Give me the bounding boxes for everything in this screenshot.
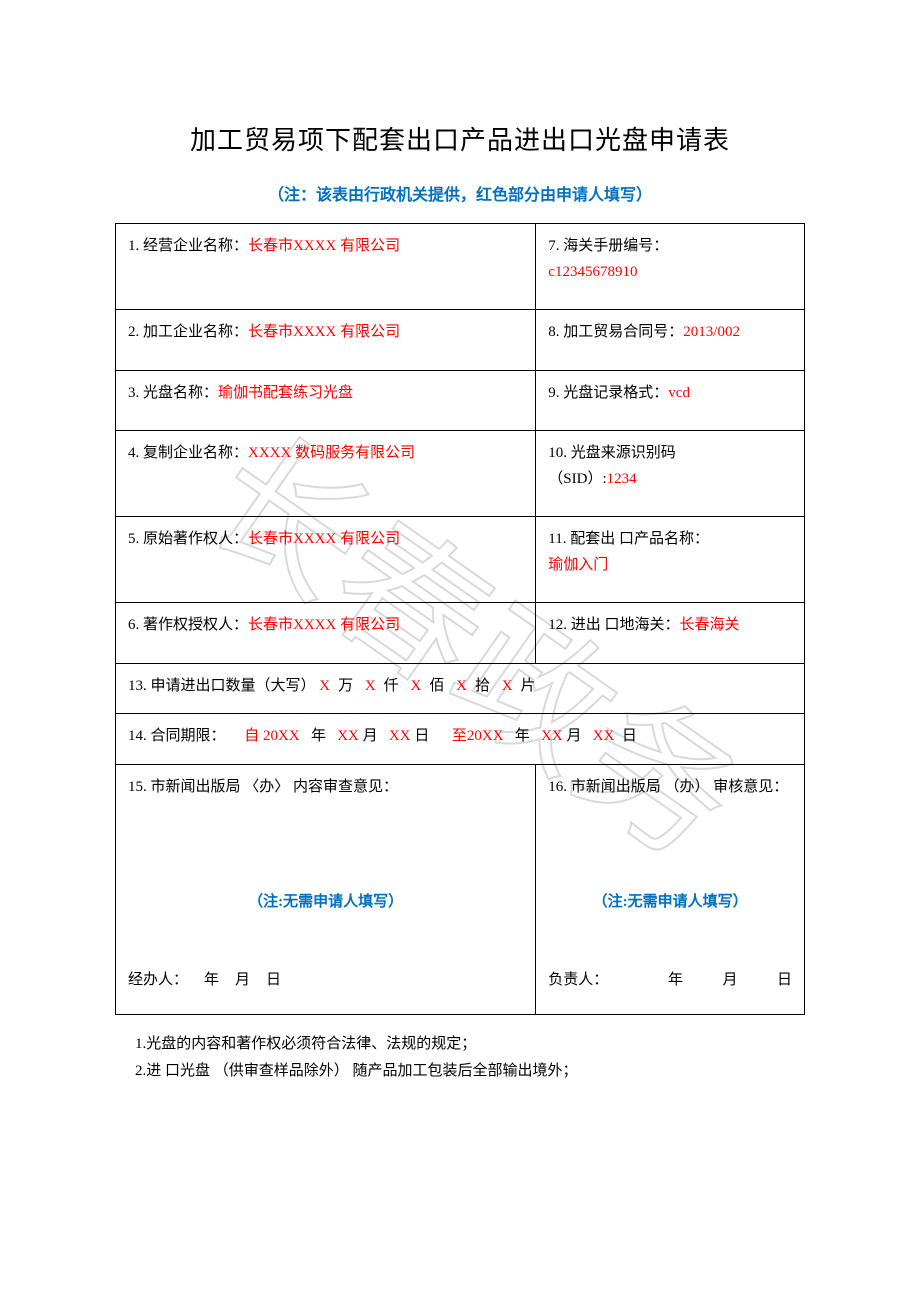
field-value: 长春市XXXX 有限公司 — [248, 238, 400, 254]
year-unit: 年 — [668, 968, 683, 994]
table-row: 1. 经营企业名称：长春市XXXX 有限公司 7. 海关手册编号： c12345… — [116, 224, 805, 310]
unit-pian: 片 — [521, 678, 536, 694]
signature-line: 经办人： 年 月 日 — [128, 968, 523, 994]
from-year: 20XX — [263, 728, 300, 744]
no-fill-note: （注:无需申请人填写） — [548, 890, 792, 916]
document-subtitle: （注：该表由行政机关提供，红色部分由申请人填写） — [115, 181, 805, 205]
cell-customs-port: 12. 进出 口地海关：长春海关 — [536, 603, 805, 664]
day-unit: 日 — [414, 728, 429, 744]
year-unit: 年 — [204, 968, 219, 994]
cell-content-review-opinion: 15. 市新闻出版局 〈办〉 内容审查意见： （注:无需申请人填写） 经办人： … — [116, 764, 536, 1014]
field-label: 11. 配套出 口产品名称： — [548, 531, 709, 547]
field-value: c12345678910 — [548, 264, 637, 280]
field-label-sid: （SID）: — [548, 471, 606, 487]
table-row: 13. 申请进出口数量（大写） X万 X仟 X佰 X拾 X片 — [116, 663, 805, 714]
cell-business-name: 1. 经营企业名称：长春市XXXX 有限公司 — [116, 224, 536, 310]
unit-qian: 仟 — [384, 678, 399, 694]
cell-copyright-authorizer: 6. 著作权授权人：长春市XXXX 有限公司 — [116, 603, 536, 664]
cell-original-author: 5. 原始著作权人：长春市XXXX 有限公司 — [116, 517, 536, 603]
field-label: 4. 复制企业名称： — [128, 445, 248, 461]
cell-sid: 10. 光盘来源识别码 （SID）:1234 — [536, 431, 805, 517]
table-row: 4. 复制企业名称：XXXX 数码服务有限公司 10. 光盘来源识别码 （SID… — [116, 431, 805, 517]
field-value: 瑜伽书配套练习光盘 — [218, 385, 353, 401]
field-label: 1. 经营企业名称： — [128, 238, 248, 254]
day-unit: 日 — [777, 968, 792, 994]
field-label: 2. 加工企业名称： — [128, 324, 248, 340]
field-label: 12. 进出 口地海关： — [548, 617, 679, 633]
cell-disc-format: 9. 光盘记录格式：vcd — [536, 370, 805, 431]
cell-product-name: 11. 配套出 口产品名称： 瑜伽入门 — [536, 517, 805, 603]
note-2: 2.进 口光盘 （供审查样品除外） 随产品加工包装后全部输出境外； — [135, 1058, 805, 1085]
signature-line: 负责人： 年 月 日 — [548, 968, 792, 994]
field-label: 9. 光盘记录格式： — [548, 385, 668, 401]
cell-audit-opinion: 16. 市新闻出版局 （办） 审核意见： （注:无需申请人填写） 负责人： 年 … — [536, 764, 805, 1014]
field-label: 5. 原始著作权人： — [128, 531, 248, 547]
field-label: 16. 市新闻出版局 （办） 审核意见： — [548, 775, 792, 801]
note-1: 1.光盘的内容和著作权必须符合法律、法规的规定； — [135, 1031, 805, 1058]
field-label: 15. 市新闻出版局 〈办〉 内容审查意见： — [128, 775, 523, 801]
cell-customs-manual-no: 7. 海关手册编号： c12345678910 — [536, 224, 805, 310]
sign-role: 经办人： — [128, 968, 188, 994]
field-value: 瑜伽入门 — [548, 557, 608, 573]
table-row: 5. 原始著作权人：长春市XXXX 有限公司 11. 配套出 口产品名称： 瑜伽… — [116, 517, 805, 603]
field-label: 8. 加工贸易合同号： — [548, 324, 683, 340]
no-fill-note: （注:无需申请人填写） — [128, 890, 523, 916]
field-label: 7. 海关手册编号： — [548, 238, 668, 254]
month-unit: 月 — [235, 968, 250, 994]
table-row: 6. 著作权授权人：长春市XXXX 有限公司 12. 进出 口地海关：长春海关 — [116, 603, 805, 664]
field-label: 13. 申请进出口数量（大写） — [128, 678, 316, 694]
footer-notes: 1.光盘的内容和著作权必须符合法律、法规的规定； 2.进 口光盘 （供审查样品除… — [115, 1031, 805, 1085]
field-value: vcd — [668, 385, 690, 401]
field-label: 14. 合同期限： — [128, 728, 226, 744]
cell-contract-period: 14. 合同期限： 自 20XX 年 XX 月 XX 日 至20XX 年 XX … — [116, 714, 805, 765]
document-title: 加工贸易项下配套出口产品进出口光盘申请表 — [115, 120, 805, 157]
table-row: 14. 合同期限： 自 20XX 年 XX 月 XX 日 至20XX 年 XX … — [116, 714, 805, 765]
table-row: 15. 市新闻出版局 〈办〉 内容审查意见： （注:无需申请人填写） 经办人： … — [116, 764, 805, 1014]
to-day: XX — [593, 728, 615, 744]
year-unit: 年 — [515, 728, 530, 744]
to-prefix: 至 — [452, 728, 467, 744]
day-unit: 日 — [622, 728, 637, 744]
cell-quantity: 13. 申请进出口数量（大写） X万 X仟 X佰 X拾 X片 — [116, 663, 805, 714]
field-value: 长春市XXXX 有限公司 — [248, 531, 400, 547]
field-value: 1234 — [607, 471, 637, 487]
day-unit: 日 — [266, 968, 281, 994]
table-row: 3. 光盘名称：瑜伽书配套练习光盘 9. 光盘记录格式：vcd — [116, 370, 805, 431]
cell-reproduction-name: 4. 复制企业名称：XXXX 数码服务有限公司 — [116, 431, 536, 517]
field-value: 2013/002 — [683, 324, 740, 340]
qty-x: X — [410, 678, 421, 694]
field-label: 3. 光盘名称： — [128, 385, 218, 401]
application-form-table: 1. 经营企业名称：长春市XXXX 有限公司 7. 海关手册编号： c12345… — [115, 223, 805, 1015]
field-value: 长春海关 — [680, 617, 740, 633]
from-month: XX — [337, 728, 359, 744]
qty-x: X — [502, 678, 513, 694]
unit-wan: 万 — [338, 678, 353, 694]
qty-x: X — [456, 678, 467, 694]
cell-disc-name: 3. 光盘名称：瑜伽书配套练习光盘 — [116, 370, 536, 431]
field-value: 长春市XXXX 有限公司 — [248, 324, 400, 340]
sign-role: 负责人： — [548, 968, 608, 994]
page-container: 加工贸易项下配套出口产品进出口光盘申请表 （注：该表由行政机关提供，红色部分由申… — [0, 0, 920, 1125]
month-unit: 月 — [566, 728, 581, 744]
to-year: 20XX — [467, 728, 504, 744]
unit-shi: 拾 — [475, 678, 490, 694]
qty-x: X — [365, 678, 376, 694]
from-prefix: 自 — [244, 728, 259, 744]
month-unit: 月 — [722, 968, 737, 994]
table-row: 2. 加工企业名称：长春市XXXX 有限公司 8. 加工贸易合同号：2013/0… — [116, 310, 805, 371]
field-label: 10. 光盘来源识别码 — [548, 445, 676, 461]
unit-bai: 佰 — [429, 678, 444, 694]
field-value: XXXX 数码服务有限公司 — [248, 445, 415, 461]
qty-x: X — [319, 678, 330, 694]
month-unit: 月 — [363, 728, 378, 744]
field-label: 6. 著作权授权人： — [128, 617, 248, 633]
cell-contract-no: 8. 加工贸易合同号：2013/002 — [536, 310, 805, 371]
cell-processing-name: 2. 加工企业名称：长春市XXXX 有限公司 — [116, 310, 536, 371]
to-month: XX — [541, 728, 563, 744]
from-day: XX — [389, 728, 411, 744]
year-unit: 年 — [311, 728, 326, 744]
field-value: 长春市XXXX 有限公司 — [248, 617, 400, 633]
